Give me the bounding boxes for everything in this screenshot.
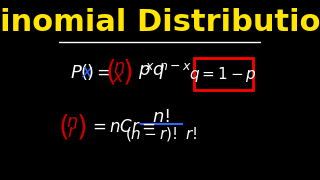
FancyBboxPatch shape [194,58,253,90]
Text: $n!$: $n!$ [152,108,170,126]
Text: $(n-r)!\ r!$: $(n-r)!\ r!$ [125,125,197,143]
Text: $n$: $n$ [67,113,79,131]
Text: $x$: $x$ [145,60,155,73]
Text: $) =$: $) =$ [86,62,112,82]
Text: $($: $($ [105,57,115,87]
Text: $)$: $)$ [76,112,87,141]
Text: $q = 1-p$: $q = 1-p$ [189,64,257,84]
Text: $n$: $n$ [113,58,125,76]
Text: $p$: $p$ [138,63,150,81]
Text: $q$: $q$ [152,63,165,81]
Text: $($: $($ [58,112,69,141]
Text: $n-x$: $n-x$ [159,60,192,73]
Text: $)$: $)$ [123,57,133,87]
Text: $x$: $x$ [81,63,95,81]
Text: $x$: $x$ [112,68,125,86]
Text: $r$: $r$ [67,123,78,141]
Text: Binomial Distribution: Binomial Distribution [0,8,320,37]
Text: $= nCr =$: $= nCr =$ [89,118,156,136]
Text: $P($: $P($ [70,62,88,82]
